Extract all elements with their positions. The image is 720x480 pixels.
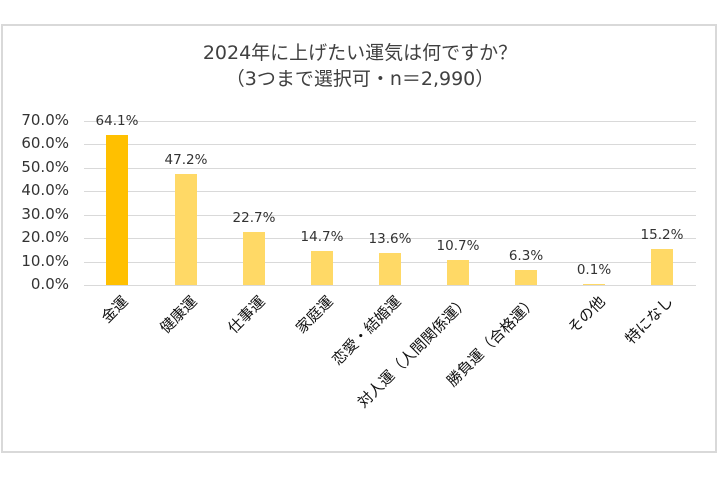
chart-subtitle: （3つまで選択可・n＝2,990） — [225, 68, 495, 90]
gridline — [84, 191, 696, 193]
bar-value-label: 64.1% — [95, 112, 139, 129]
y-tick-label: 50.0% — [21, 157, 69, 176]
bar — [651, 249, 673, 285]
y-tick-label: 20.0% — [21, 228, 69, 247]
bar-value-label: 0.1% — [576, 261, 612, 278]
gridline — [84, 167, 696, 169]
bar — [515, 270, 537, 285]
gridline — [84, 285, 696, 286]
y-tick-label: 60.0% — [21, 134, 69, 153]
gridline — [84, 144, 696, 146]
gridline — [84, 238, 696, 240]
bar-value-label: 15.2% — [640, 227, 684, 244]
bar-value-label: 14.7% — [300, 228, 344, 245]
bar — [243, 231, 265, 285]
bar-value-label: 13.6% — [368, 231, 412, 248]
y-tick-label: 30.0% — [21, 204, 69, 223]
gridline — [84, 214, 696, 216]
bar-value-label: 47.2% — [164, 152, 208, 169]
chart-title: 2024年に上げたい運気は何ですか？ — [202, 42, 518, 64]
bar — [379, 253, 401, 285]
bar — [447, 259, 469, 285]
y-tick-label: 70.0% — [21, 110, 69, 129]
bar-value-label: 22.7% — [232, 209, 276, 226]
bar-value-label: 10.7% — [436, 237, 480, 254]
y-tick-label: 0.0% — [30, 275, 69, 293]
gridline — [84, 120, 696, 122]
y-tick-label: 40.0% — [21, 181, 69, 200]
bar — [175, 174, 197, 285]
bar — [311, 250, 333, 285]
y-tick-label: 10.0% — [21, 251, 69, 270]
bar — [106, 134, 128, 285]
bar — [583, 283, 605, 285]
bar-value-label: 6.3% — [508, 248, 544, 265]
